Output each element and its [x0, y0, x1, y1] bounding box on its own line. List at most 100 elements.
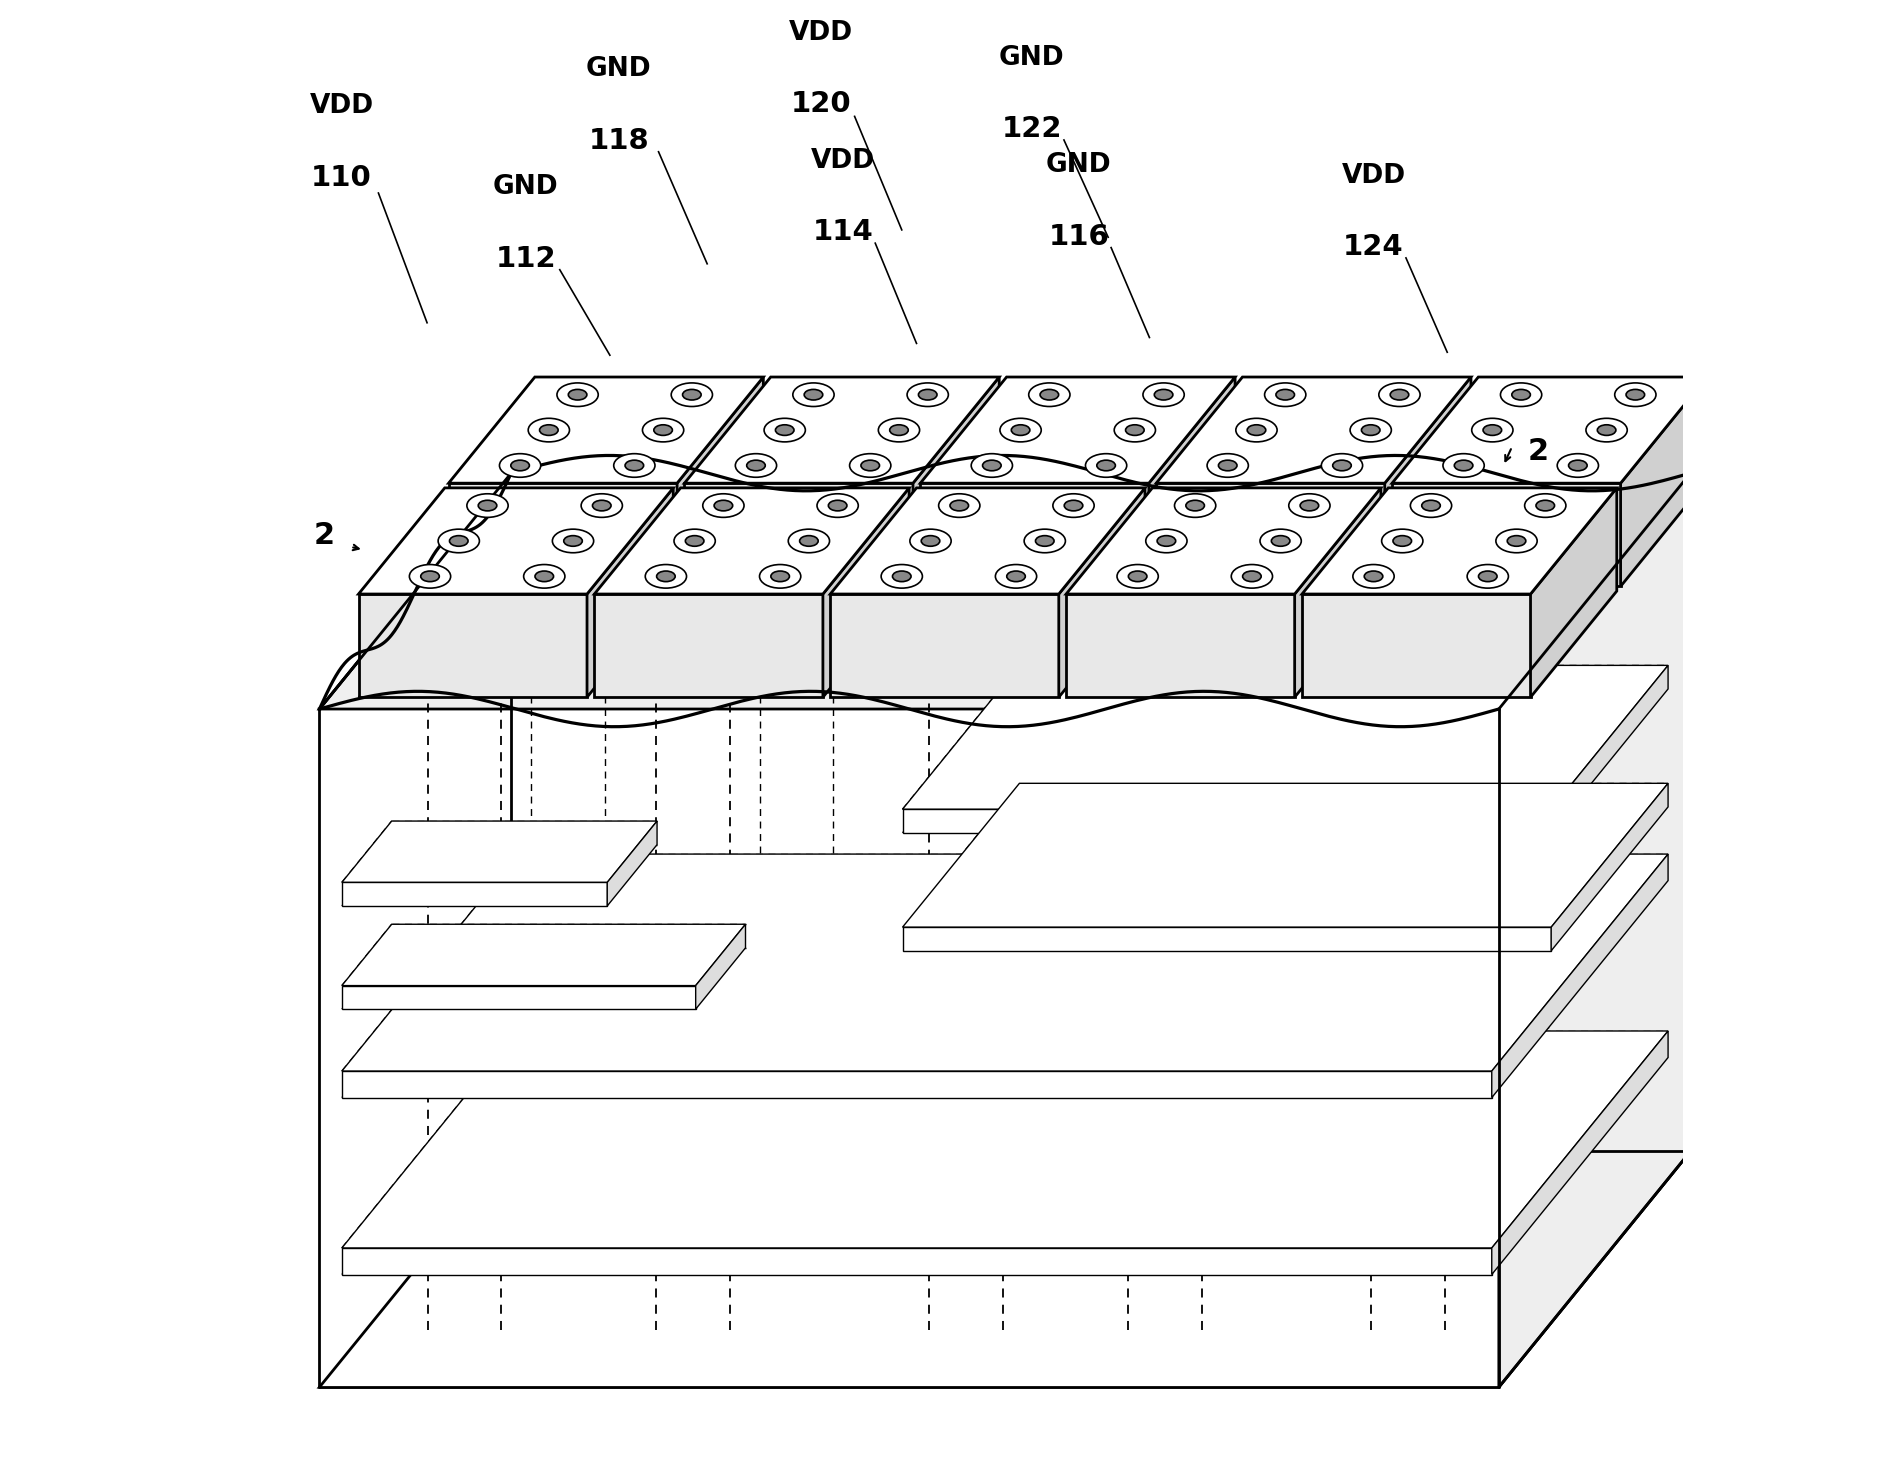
- Text: 2: 2: [314, 520, 335, 549]
- Ellipse shape: [439, 529, 479, 552]
- Ellipse shape: [1128, 572, 1147, 582]
- Polygon shape: [1067, 487, 1381, 594]
- Ellipse shape: [1585, 418, 1627, 442]
- Polygon shape: [320, 709, 1498, 1387]
- Ellipse shape: [918, 390, 937, 400]
- Ellipse shape: [736, 453, 776, 477]
- Polygon shape: [1294, 487, 1381, 697]
- Polygon shape: [594, 487, 910, 594]
- Ellipse shape: [1154, 390, 1173, 400]
- Ellipse shape: [1379, 383, 1421, 406]
- Ellipse shape: [1455, 461, 1472, 471]
- Ellipse shape: [1557, 453, 1599, 477]
- Polygon shape: [902, 928, 1551, 951]
- Ellipse shape: [552, 529, 594, 552]
- Ellipse shape: [1012, 425, 1029, 436]
- Ellipse shape: [1052, 493, 1094, 517]
- Polygon shape: [1498, 473, 1690, 1387]
- Ellipse shape: [674, 529, 715, 552]
- Ellipse shape: [592, 501, 611, 511]
- Text: 114: 114: [812, 219, 874, 247]
- Ellipse shape: [882, 564, 923, 588]
- Polygon shape: [448, 377, 762, 483]
- Text: 120: 120: [791, 90, 851, 118]
- Ellipse shape: [1364, 572, 1383, 582]
- Ellipse shape: [1243, 572, 1262, 582]
- Polygon shape: [342, 882, 607, 905]
- Ellipse shape: [850, 453, 891, 477]
- Polygon shape: [320, 473, 1690, 709]
- Polygon shape: [342, 1031, 1669, 1248]
- Ellipse shape: [657, 572, 675, 582]
- Ellipse shape: [1147, 529, 1186, 552]
- Polygon shape: [902, 665, 1669, 809]
- Ellipse shape: [747, 461, 764, 471]
- Ellipse shape: [511, 461, 530, 471]
- Text: 110: 110: [310, 164, 373, 192]
- Polygon shape: [1302, 594, 1531, 697]
- Ellipse shape: [1410, 493, 1451, 517]
- Ellipse shape: [1001, 418, 1041, 442]
- Polygon shape: [1551, 665, 1669, 833]
- Ellipse shape: [1614, 383, 1656, 406]
- Ellipse shape: [1126, 425, 1145, 436]
- Ellipse shape: [1512, 390, 1531, 400]
- Ellipse shape: [1466, 564, 1508, 588]
- Ellipse shape: [906, 383, 948, 406]
- Ellipse shape: [535, 572, 554, 582]
- Text: 2: 2: [1529, 437, 1550, 465]
- Polygon shape: [1148, 377, 1235, 586]
- Ellipse shape: [1497, 529, 1536, 552]
- Text: 122: 122: [1001, 115, 1061, 143]
- Ellipse shape: [1207, 453, 1249, 477]
- Text: 118: 118: [588, 127, 649, 155]
- Polygon shape: [448, 483, 677, 586]
- Ellipse shape: [817, 493, 859, 517]
- Text: 124: 124: [1343, 233, 1404, 261]
- Ellipse shape: [581, 493, 622, 517]
- Ellipse shape: [499, 453, 541, 477]
- Ellipse shape: [645, 564, 687, 588]
- Ellipse shape: [1393, 536, 1411, 546]
- Ellipse shape: [672, 383, 713, 406]
- Ellipse shape: [1264, 383, 1305, 406]
- Ellipse shape: [1421, 501, 1440, 511]
- Ellipse shape: [643, 418, 683, 442]
- Ellipse shape: [713, 501, 732, 511]
- Ellipse shape: [793, 383, 834, 406]
- Polygon shape: [320, 1151, 1690, 1387]
- Ellipse shape: [613, 453, 655, 477]
- Ellipse shape: [893, 572, 912, 582]
- Ellipse shape: [910, 529, 952, 552]
- Polygon shape: [677, 377, 762, 586]
- Ellipse shape: [1114, 418, 1156, 442]
- Polygon shape: [685, 377, 999, 483]
- Polygon shape: [358, 487, 674, 594]
- Ellipse shape: [1508, 536, 1525, 546]
- Ellipse shape: [450, 536, 467, 546]
- Ellipse shape: [1007, 572, 1025, 582]
- Ellipse shape: [878, 418, 920, 442]
- Ellipse shape: [1351, 418, 1391, 442]
- Ellipse shape: [1029, 383, 1071, 406]
- Polygon shape: [902, 809, 1551, 833]
- Polygon shape: [1156, 377, 1470, 483]
- Polygon shape: [358, 594, 587, 697]
- Text: GND: GND: [1046, 152, 1111, 179]
- Polygon shape: [1491, 1031, 1669, 1275]
- Ellipse shape: [770, 572, 789, 582]
- Polygon shape: [342, 821, 657, 882]
- Ellipse shape: [539, 425, 558, 436]
- Polygon shape: [1393, 377, 1707, 483]
- Polygon shape: [342, 1248, 1491, 1275]
- Ellipse shape: [921, 536, 940, 546]
- Polygon shape: [902, 783, 1669, 928]
- Ellipse shape: [789, 529, 829, 552]
- Ellipse shape: [556, 383, 598, 406]
- Ellipse shape: [624, 461, 643, 471]
- Ellipse shape: [1158, 536, 1175, 546]
- Ellipse shape: [1525, 493, 1567, 517]
- Polygon shape: [823, 487, 910, 697]
- Ellipse shape: [800, 536, 817, 546]
- Ellipse shape: [995, 564, 1037, 588]
